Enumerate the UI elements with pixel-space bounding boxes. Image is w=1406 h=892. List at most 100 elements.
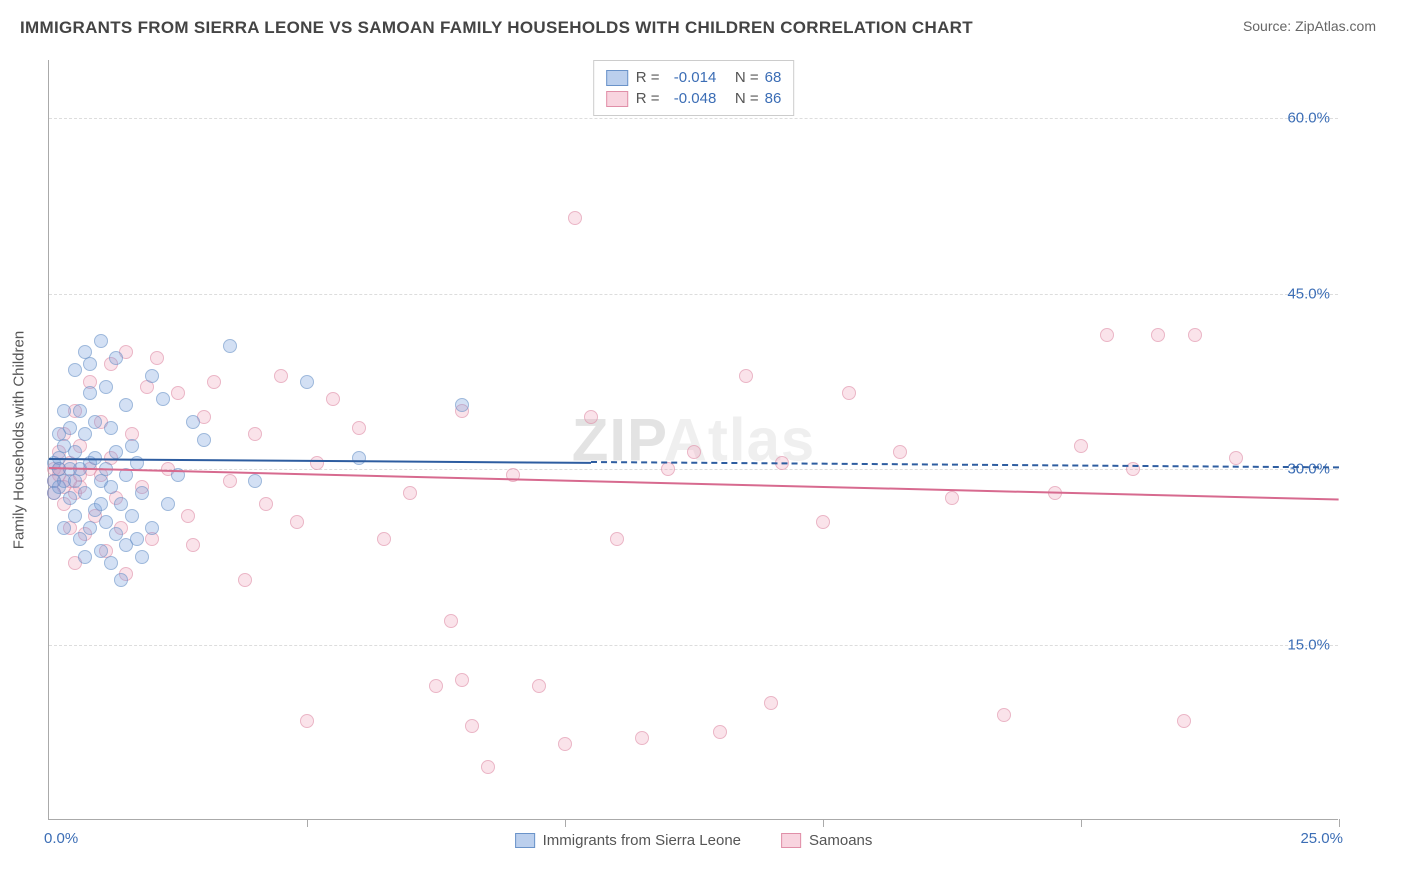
data-point-pink bbox=[248, 427, 262, 441]
data-point-blue bbox=[109, 445, 123, 459]
data-point-blue bbox=[57, 404, 71, 418]
data-point-blue bbox=[130, 532, 144, 546]
data-point-blue bbox=[57, 521, 71, 535]
data-point-pink bbox=[290, 515, 304, 529]
gridline bbox=[49, 469, 1338, 470]
data-point-blue bbox=[73, 532, 87, 546]
data-point-blue bbox=[88, 415, 102, 429]
data-point-pink bbox=[326, 392, 340, 406]
legend-swatch bbox=[606, 70, 628, 86]
data-point-pink bbox=[429, 679, 443, 693]
legend-stat-row: R = -0.014 N = 68 bbox=[606, 67, 782, 88]
data-point-pink bbox=[274, 369, 288, 383]
data-point-blue bbox=[83, 357, 97, 371]
data-point-pink bbox=[403, 486, 417, 500]
data-point-pink bbox=[300, 714, 314, 728]
data-point-blue bbox=[145, 521, 159, 535]
data-point-pink bbox=[1074, 439, 1088, 453]
trend-line-blue-dashed bbox=[591, 461, 1339, 468]
x-tick bbox=[1081, 819, 1082, 827]
data-point-blue bbox=[68, 509, 82, 523]
data-point-blue bbox=[78, 427, 92, 441]
data-point-blue bbox=[83, 521, 97, 535]
data-point-blue bbox=[109, 351, 123, 365]
data-point-pink bbox=[352, 421, 366, 435]
data-point-blue bbox=[78, 550, 92, 564]
data-point-blue bbox=[94, 544, 108, 558]
data-point-blue bbox=[104, 480, 118, 494]
data-point-blue bbox=[104, 421, 118, 435]
gridline bbox=[49, 645, 1338, 646]
data-point-pink bbox=[532, 679, 546, 693]
data-point-pink bbox=[1188, 328, 1202, 342]
data-point-blue bbox=[63, 491, 77, 505]
data-point-blue bbox=[78, 486, 92, 500]
data-point-pink bbox=[465, 719, 479, 733]
data-point-blue bbox=[99, 515, 113, 529]
data-point-blue bbox=[94, 334, 108, 348]
data-point-blue bbox=[119, 398, 133, 412]
data-point-pink bbox=[238, 573, 252, 587]
data-point-pink bbox=[945, 491, 959, 505]
chart-title: IMMIGRANTS FROM SIERRA LEONE VS SAMOAN F… bbox=[20, 18, 973, 38]
legend-item: Immigrants from Sierra Leone bbox=[515, 832, 741, 849]
data-point-blue bbox=[99, 380, 113, 394]
data-point-blue bbox=[68, 363, 82, 377]
data-point-pink bbox=[171, 386, 185, 400]
data-point-pink bbox=[558, 737, 572, 751]
data-point-pink bbox=[1229, 451, 1243, 465]
data-point-blue bbox=[186, 415, 200, 429]
x-tick bbox=[823, 819, 824, 827]
x-tick bbox=[307, 819, 308, 827]
y-axis-title: Family Households with Children bbox=[11, 330, 28, 548]
legend-swatch bbox=[515, 833, 535, 848]
data-point-pink bbox=[713, 725, 727, 739]
data-point-blue bbox=[135, 486, 149, 500]
data-point-pink bbox=[444, 614, 458, 628]
legend-swatch bbox=[606, 91, 628, 107]
data-point-pink bbox=[455, 673, 469, 687]
data-point-blue bbox=[104, 556, 118, 570]
data-point-pink bbox=[377, 532, 391, 546]
data-point-blue bbox=[73, 404, 87, 418]
data-point-blue bbox=[114, 497, 128, 511]
data-point-pink bbox=[568, 211, 582, 225]
data-point-pink bbox=[1177, 714, 1191, 728]
legend-item: Samoans bbox=[781, 832, 872, 849]
chart-area: Family Households with Children ZIPAtlas… bbox=[48, 60, 1338, 820]
data-point-pink bbox=[661, 462, 675, 476]
data-point-pink bbox=[150, 351, 164, 365]
legend-label: Immigrants from Sierra Leone bbox=[543, 832, 741, 849]
data-point-pink bbox=[764, 696, 778, 710]
data-point-pink bbox=[181, 509, 195, 523]
data-point-blue bbox=[223, 339, 237, 353]
plot-surface: 15.0%30.0%45.0%60.0% bbox=[49, 60, 1338, 819]
data-point-blue bbox=[156, 392, 170, 406]
data-point-pink bbox=[1100, 328, 1114, 342]
data-point-pink bbox=[816, 515, 830, 529]
x-tick bbox=[565, 819, 566, 827]
legend-label: Samoans bbox=[809, 832, 872, 849]
data-point-blue bbox=[145, 369, 159, 383]
data-point-blue bbox=[135, 550, 149, 564]
data-point-blue bbox=[68, 445, 82, 459]
legend-swatch bbox=[781, 833, 801, 848]
trend-line-pink bbox=[49, 467, 1339, 501]
y-tick-label: 45.0% bbox=[1287, 285, 1330, 302]
data-point-pink bbox=[1151, 328, 1165, 342]
gridline bbox=[49, 118, 1338, 119]
data-point-pink bbox=[610, 532, 624, 546]
data-point-pink bbox=[223, 474, 237, 488]
data-point-blue bbox=[248, 474, 262, 488]
data-point-blue bbox=[300, 375, 314, 389]
data-point-blue bbox=[161, 497, 175, 511]
data-point-pink bbox=[635, 731, 649, 745]
data-point-pink bbox=[842, 386, 856, 400]
data-point-blue bbox=[83, 386, 97, 400]
legend-stats: R = -0.014 N = 68R = -0.048 N = 86 bbox=[593, 60, 795, 116]
data-point-blue bbox=[125, 439, 139, 453]
data-point-pink bbox=[207, 375, 221, 389]
data-point-blue bbox=[109, 527, 123, 541]
data-point-pink bbox=[997, 708, 1011, 722]
data-point-pink bbox=[186, 538, 200, 552]
